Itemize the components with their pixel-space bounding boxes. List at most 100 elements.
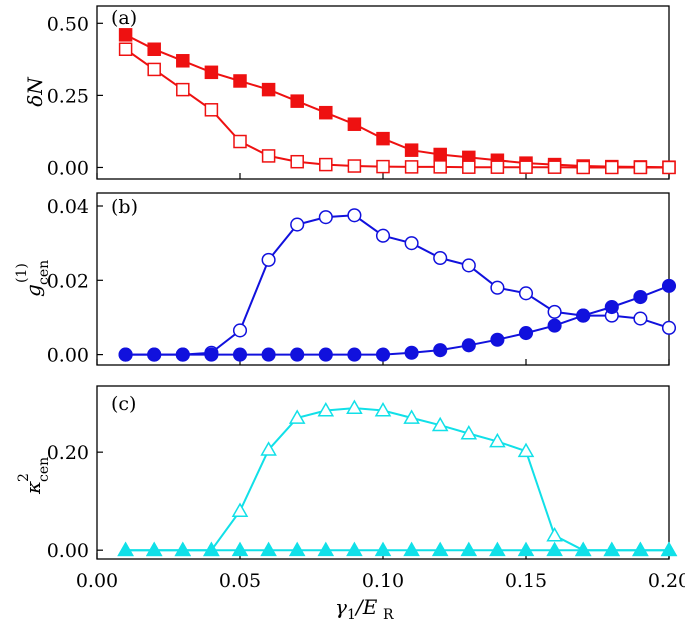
- data-point: [431, 416, 449, 432]
- y-tick-label: 0.25: [47, 85, 89, 107]
- data-point: [346, 541, 363, 557]
- panel-c-ylabel-main: κ: [21, 481, 45, 495]
- data-point: [317, 541, 335, 557]
- data-point: [662, 160, 676, 175]
- data-point: [433, 160, 447, 174]
- data-point: [233, 134, 247, 149]
- data-point: [347, 347, 362, 362]
- y-tick-label: 0.20: [47, 442, 89, 464]
- x-axis-title-sub1: 1: [347, 607, 356, 623]
- x-axis-title-main: γ: [335, 595, 347, 619]
- series-line-open-triangles: [125, 407, 669, 552]
- panel-a-ticks: 0.00 0.25 0.50: [47, 13, 670, 179]
- x-tick-label: 0.00: [76, 570, 118, 592]
- data-point: [519, 160, 533, 174]
- data-point: [490, 160, 505, 174]
- panel-c: (c) κ cen 2 0.00 0.05 0.10 0.15 0.20 0.00 0.20: [16, 385, 685, 592]
- data-point: [203, 541, 220, 557]
- x-tick-label: 0.20: [648, 570, 685, 592]
- panel-b-ylabel-sup: (1): [14, 263, 30, 283]
- data-point: [576, 308, 591, 323]
- data-point: [261, 347, 276, 362]
- data-point: [204, 347, 219, 362]
- series-line-filled-squares: [125, 33, 670, 169]
- data-point: [518, 326, 534, 341]
- data-point: [661, 278, 677, 293]
- data-point: [404, 143, 419, 157]
- data-point: [518, 286, 534, 301]
- data-point: [232, 347, 248, 362]
- x-axis-title-mid: /E: [354, 595, 378, 619]
- data-point: [118, 42, 133, 56]
- data-point: [433, 250, 448, 266]
- data-point: [147, 62, 161, 77]
- data-point: [118, 347, 133, 362]
- data-point: [347, 159, 362, 173]
- data-point: [175, 347, 190, 362]
- panel-c-label: (c): [111, 393, 136, 415]
- x-axis-title-sub2: R: [383, 607, 394, 623]
- panel-b-ylabel-sub: cen: [36, 260, 52, 285]
- data-point: [290, 94, 304, 108]
- data-point: [517, 541, 535, 557]
- data-point: [290, 347, 305, 362]
- y-tick-label: 0.50: [47, 13, 89, 35]
- data-point: [547, 304, 562, 319]
- series-line-open-circles: [125, 214, 670, 356]
- data-point: [489, 432, 506, 448]
- data-point: [633, 311, 648, 326]
- panel-a: (a) δN 0.00 0.25 0.50: [23, 5, 676, 180]
- data-point: [147, 42, 161, 56]
- data-point: [117, 541, 134, 557]
- data-point: [404, 236, 419, 251]
- data-point: [403, 409, 420, 424]
- data-point: [204, 65, 219, 80]
- data-point: [431, 541, 449, 557]
- data-point: [318, 210, 333, 225]
- data-point: [260, 541, 277, 557]
- panel-c-ylabel: κ cen 2: [16, 457, 52, 495]
- data-point: [461, 338, 476, 353]
- data-point: [145, 541, 163, 557]
- panel-b-ticks: 0.00 0.02 0.04: [47, 196, 670, 367]
- x-tick-label: 0.10: [362, 570, 404, 592]
- y-tick-label: 0.00: [47, 345, 89, 367]
- data-point: [147, 347, 162, 362]
- data-point: [260, 441, 277, 456]
- data-point: [546, 541, 563, 557]
- x-tick-label: 0.15: [505, 570, 547, 592]
- panel-b-series: [118, 208, 677, 362]
- x-axis-title: γ 1 /E R: [335, 595, 394, 623]
- data-point: [347, 117, 362, 131]
- panel-b-ylabel: g cen (1): [14, 260, 52, 297]
- y-tick-label: 0.04: [47, 196, 89, 218]
- data-point: [460, 425, 478, 440]
- data-point: [576, 160, 590, 175]
- data-point: [403, 541, 420, 557]
- y-tick-label: 0.00: [47, 540, 89, 562]
- data-point: [490, 332, 505, 347]
- data-point: [290, 217, 305, 232]
- data-point: [375, 228, 391, 243]
- data-point: [176, 54, 190, 68]
- data-point: [346, 399, 363, 415]
- data-point: [288, 541, 306, 557]
- data-point: [174, 541, 192, 557]
- data-point: [261, 82, 276, 97]
- data-point: [546, 526, 563, 542]
- data-point: [574, 541, 592, 557]
- data-point: [604, 299, 619, 315]
- data-point: [461, 258, 476, 273]
- data-point: [231, 502, 249, 517]
- panel-c-ylabel-sup: 2: [16, 473, 32, 482]
- panel-b-ylabel-main: g: [21, 284, 45, 297]
- panel-b-label: (b): [111, 196, 138, 218]
- data-point: [376, 131, 390, 146]
- data-point: [490, 280, 505, 295]
- data-point: [290, 154, 304, 169]
- data-point: [433, 147, 447, 162]
- data-point: [176, 82, 190, 97]
- data-point: [404, 160, 419, 174]
- panel-a-series: [118, 28, 676, 175]
